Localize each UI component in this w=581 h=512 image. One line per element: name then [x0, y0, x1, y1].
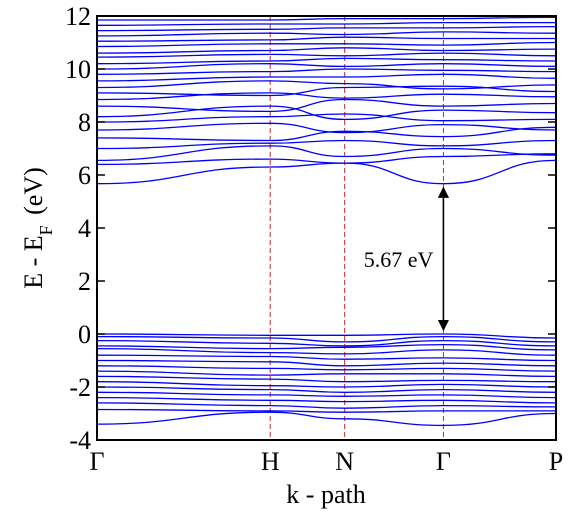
band-gap-label: 5.67 eV [364, 247, 434, 272]
y-tick-label: 6 [78, 161, 91, 190]
x-tick-label: N [335, 447, 354, 476]
conduction-band-19 [97, 41, 556, 48]
valence-band-13 [97, 391, 556, 399]
y-tick-label: 12 [65, 2, 91, 31]
conduction-band-21 [97, 31, 556, 37]
y-axis-ticks: -4 -2 0 2 4 6 8 10 12 [65, 2, 556, 455]
x-axis-label: k - path [286, 480, 365, 509]
y-tick-label: 2 [78, 267, 91, 296]
conduction-band-8 [97, 105, 556, 121]
y-tick-label: -2 [69, 373, 91, 402]
conduction-band-7 [97, 113, 556, 123]
valence-band-11 [97, 381, 556, 388]
valence-band-5 [97, 347, 556, 356]
conduction-band-18 [97, 47, 556, 54]
valence-band-15 [97, 402, 556, 409]
conduction-band-11 [97, 85, 556, 97]
x-tick-label: Γ [89, 447, 104, 476]
valence-band-7 [97, 359, 556, 367]
valence-band-6 [97, 354, 556, 362]
conduction-band-23 [97, 21, 556, 26]
valence-band-3 [97, 339, 556, 347]
valence-band-1 [97, 333, 556, 339]
valence-band-17 [97, 411, 556, 427]
conduction-band-9 [97, 98, 556, 113]
conduction-band-14 [97, 68, 556, 75]
y-tick-label: -4 [69, 426, 91, 455]
conduction-band-24 [97, 16, 556, 21]
conduction-band-1 [97, 159, 556, 185]
y-axis-label: E - EF (eV) [19, 167, 56, 289]
y-axis-label-subscript: F [36, 225, 56, 235]
y-tick-label: 4 [78, 214, 91, 243]
x-tick-label: H [261, 447, 280, 476]
x-tick-label: Γ [436, 447, 451, 476]
high-symmetry-dividers [269, 16, 444, 440]
band-lines [97, 16, 556, 427]
conduction-band-15 [97, 63, 556, 70]
conduction-band-16 [97, 57, 556, 65]
y-tick-label: 8 [78, 108, 91, 137]
conduction-band-2 [97, 153, 556, 166]
conduction-band-12 [97, 80, 556, 90]
conduction-band-10 [97, 92, 556, 101]
valence-band-12 [97, 386, 556, 393]
valence-band-9 [97, 370, 556, 378]
y-axis-label-main: E - E [19, 235, 48, 288]
conduction-band-3 [97, 145, 556, 162]
conduction-band-22 [97, 25, 556, 32]
y-axis-label-suffix: (eV) [19, 167, 48, 221]
conduction-band-17 [97, 52, 556, 58]
valence-band-2 [97, 335, 556, 343]
conduction-band-20 [97, 36, 556, 42]
conduction-band-6 [97, 122, 556, 134]
y-tick-label: 10 [65, 55, 91, 84]
valence-band-16 [97, 408, 556, 413]
y-tick-label: 0 [78, 320, 91, 349]
valence-band-14 [97, 396, 556, 404]
conduction-band-4 [97, 139, 556, 150]
valence-band-8 [97, 365, 556, 372]
band-gap-indicator: 5.67 eV [364, 186, 450, 332]
conduction-band-13 [97, 73, 556, 82]
x-tick-label: P [549, 447, 563, 476]
valence-band-10 [97, 375, 556, 383]
conduction-band-5 [97, 126, 556, 142]
valence-band-4 [97, 343, 556, 351]
